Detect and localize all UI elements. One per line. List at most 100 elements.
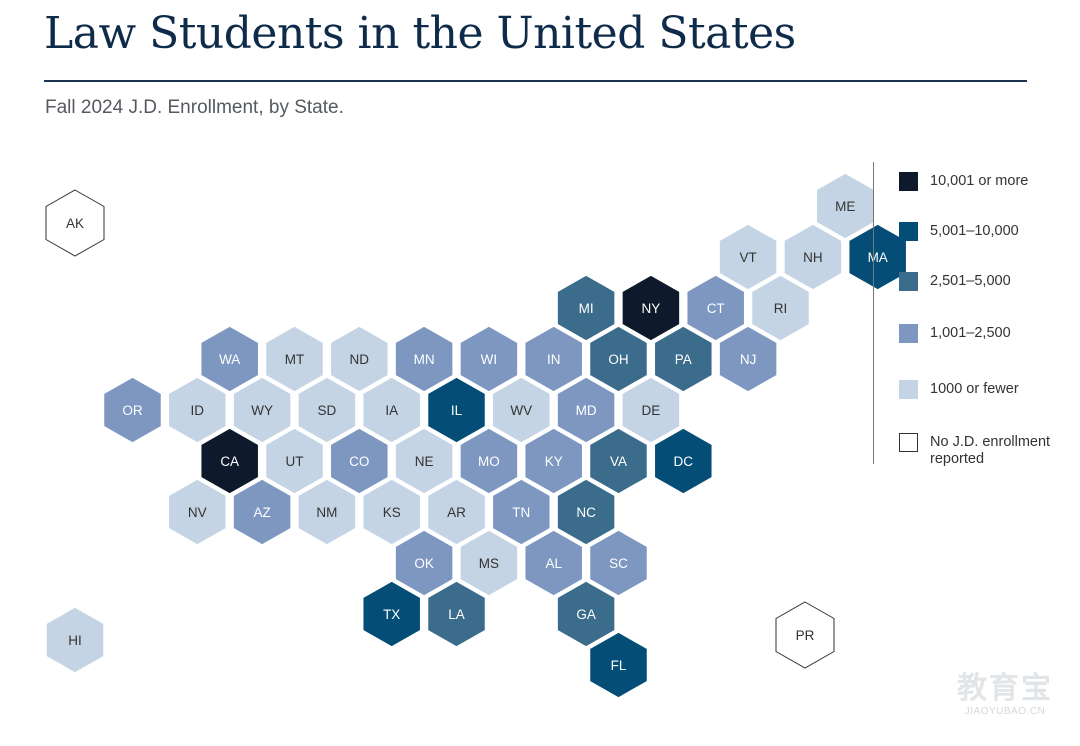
state-label-ia: IA [385, 403, 398, 418]
state-label-hi: HI [68, 633, 82, 648]
state-tile-vt: VT [718, 223, 778, 291]
state-tile-nc: NC [556, 478, 616, 546]
state-label-wv: WV [510, 403, 532, 418]
state-label-ms: MS [479, 556, 499, 571]
state-tile-mo: MO [459, 427, 519, 495]
state-tile-nv: NV [167, 478, 228, 546]
state-tile-tn: TN [491, 478, 552, 546]
state-hex-ks [361, 478, 422, 546]
state-label-ri: RI [774, 301, 788, 316]
state-hex-ia [361, 376, 422, 444]
state-tile-in: IN [523, 325, 584, 393]
state-hex-co [329, 427, 390, 495]
state-hex-mt [264, 325, 325, 393]
state-hex-nm [297, 478, 357, 546]
state-label-fl: FL [611, 658, 627, 673]
state-label-pa: PA [675, 352, 692, 367]
state-tile-mn: MN [394, 325, 454, 393]
state-hex-ct [685, 274, 746, 342]
state-hex-mn [394, 325, 454, 393]
state-label-ma: MA [868, 250, 888, 265]
state-hex-ri [750, 274, 811, 342]
state-hex-wv [491, 376, 552, 444]
state-hex-nd [329, 325, 390, 393]
state-hex-mo [459, 427, 519, 495]
state-label-pr: PR [796, 628, 815, 643]
state-tile-pr: PR [775, 601, 835, 669]
state-tile-wy: WY [232, 376, 292, 444]
title-divider [44, 80, 1027, 82]
state-hex-md [556, 376, 616, 444]
state-tile-nj: NJ [718, 325, 778, 393]
state-hex-vt [718, 223, 778, 291]
state-label-id: ID [191, 403, 205, 418]
legend-label-c1: 1000 or fewer [930, 381, 1019, 397]
state-tile-ny: NY [621, 274, 681, 342]
state-hex-il [426, 376, 487, 444]
state-tile-ri: RI [750, 274, 811, 342]
state-label-de: DE [642, 403, 661, 418]
state-hex-nh [783, 223, 843, 291]
state-hex-ga [556, 580, 616, 648]
state-hex-or [102, 376, 163, 444]
legend-label-c4: 5,001–10,000 [930, 223, 1019, 239]
state-label-tx: TX [383, 607, 400, 622]
state-hex-tx [361, 580, 422, 648]
state-label-nd: ND [350, 352, 370, 367]
legend-swatch-c1 [899, 380, 918, 399]
state-tile-il: IL [426, 376, 487, 444]
state-hex-pr [775, 601, 835, 669]
state-label-mn: MN [414, 352, 435, 367]
state-label-in: IN [547, 352, 561, 367]
state-tile-ct: CT [685, 274, 746, 342]
state-label-sd: SD [318, 403, 337, 418]
state-tile-dc: DC [653, 427, 714, 495]
state-label-tn: TN [512, 505, 530, 520]
state-tile-al: AL [523, 529, 584, 597]
state-tile-nm: NM [297, 478, 357, 546]
state-tile-nh: NH [783, 223, 843, 291]
state-label-il: IL [451, 403, 463, 418]
state-label-mt: MT [285, 352, 305, 367]
legend-swatch-c0 [899, 433, 918, 452]
state-label-co: CO [349, 454, 369, 469]
state-tile-ma: MA [847, 223, 908, 291]
state-hex-ca [199, 427, 260, 495]
legend-swatch-c3 [899, 272, 918, 291]
state-tile-az: AZ [232, 478, 292, 546]
state-label-dc: DC [674, 454, 694, 469]
state-hex-al [523, 529, 584, 597]
state-tile-tx: TX [361, 580, 422, 648]
state-hex-nc [556, 478, 616, 546]
state-tile-ar: AR [426, 478, 487, 546]
state-tile-mt: MT [264, 325, 325, 393]
state-label-mo: MO [478, 454, 500, 469]
state-label-nv: NV [188, 505, 207, 520]
state-tile-sc: SC [588, 529, 649, 597]
state-tile-md: MD [556, 376, 616, 444]
state-label-ga: GA [576, 607, 596, 622]
state-hex-in [523, 325, 584, 393]
state-label-ne: NE [415, 454, 434, 469]
legend-divider [873, 162, 874, 464]
state-label-ar: AR [447, 505, 466, 520]
state-tile-sd: SD [297, 376, 357, 444]
state-label-ut: UT [286, 454, 304, 469]
state-label-nh: NH [803, 250, 823, 265]
state-hex-ar [426, 478, 487, 546]
state-tile-co: CO [329, 427, 390, 495]
state-hex-nv [167, 478, 228, 546]
state-tile-ak: AK [45, 189, 105, 257]
state-tile-va: VA [588, 427, 649, 495]
state-hex-pa [653, 325, 714, 393]
state-tile-wa: WA [199, 325, 260, 393]
state-label-vt: VT [739, 250, 756, 265]
state-tile-mi: MI [556, 274, 616, 342]
state-hex-la [426, 580, 487, 648]
state-tile-nd: ND [329, 325, 390, 393]
state-hex-id [167, 376, 228, 444]
state-tile-ga: GA [556, 580, 616, 648]
state-label-wy: WY [251, 403, 273, 418]
state-hex-tn [491, 478, 552, 546]
state-hex-de [621, 376, 681, 444]
